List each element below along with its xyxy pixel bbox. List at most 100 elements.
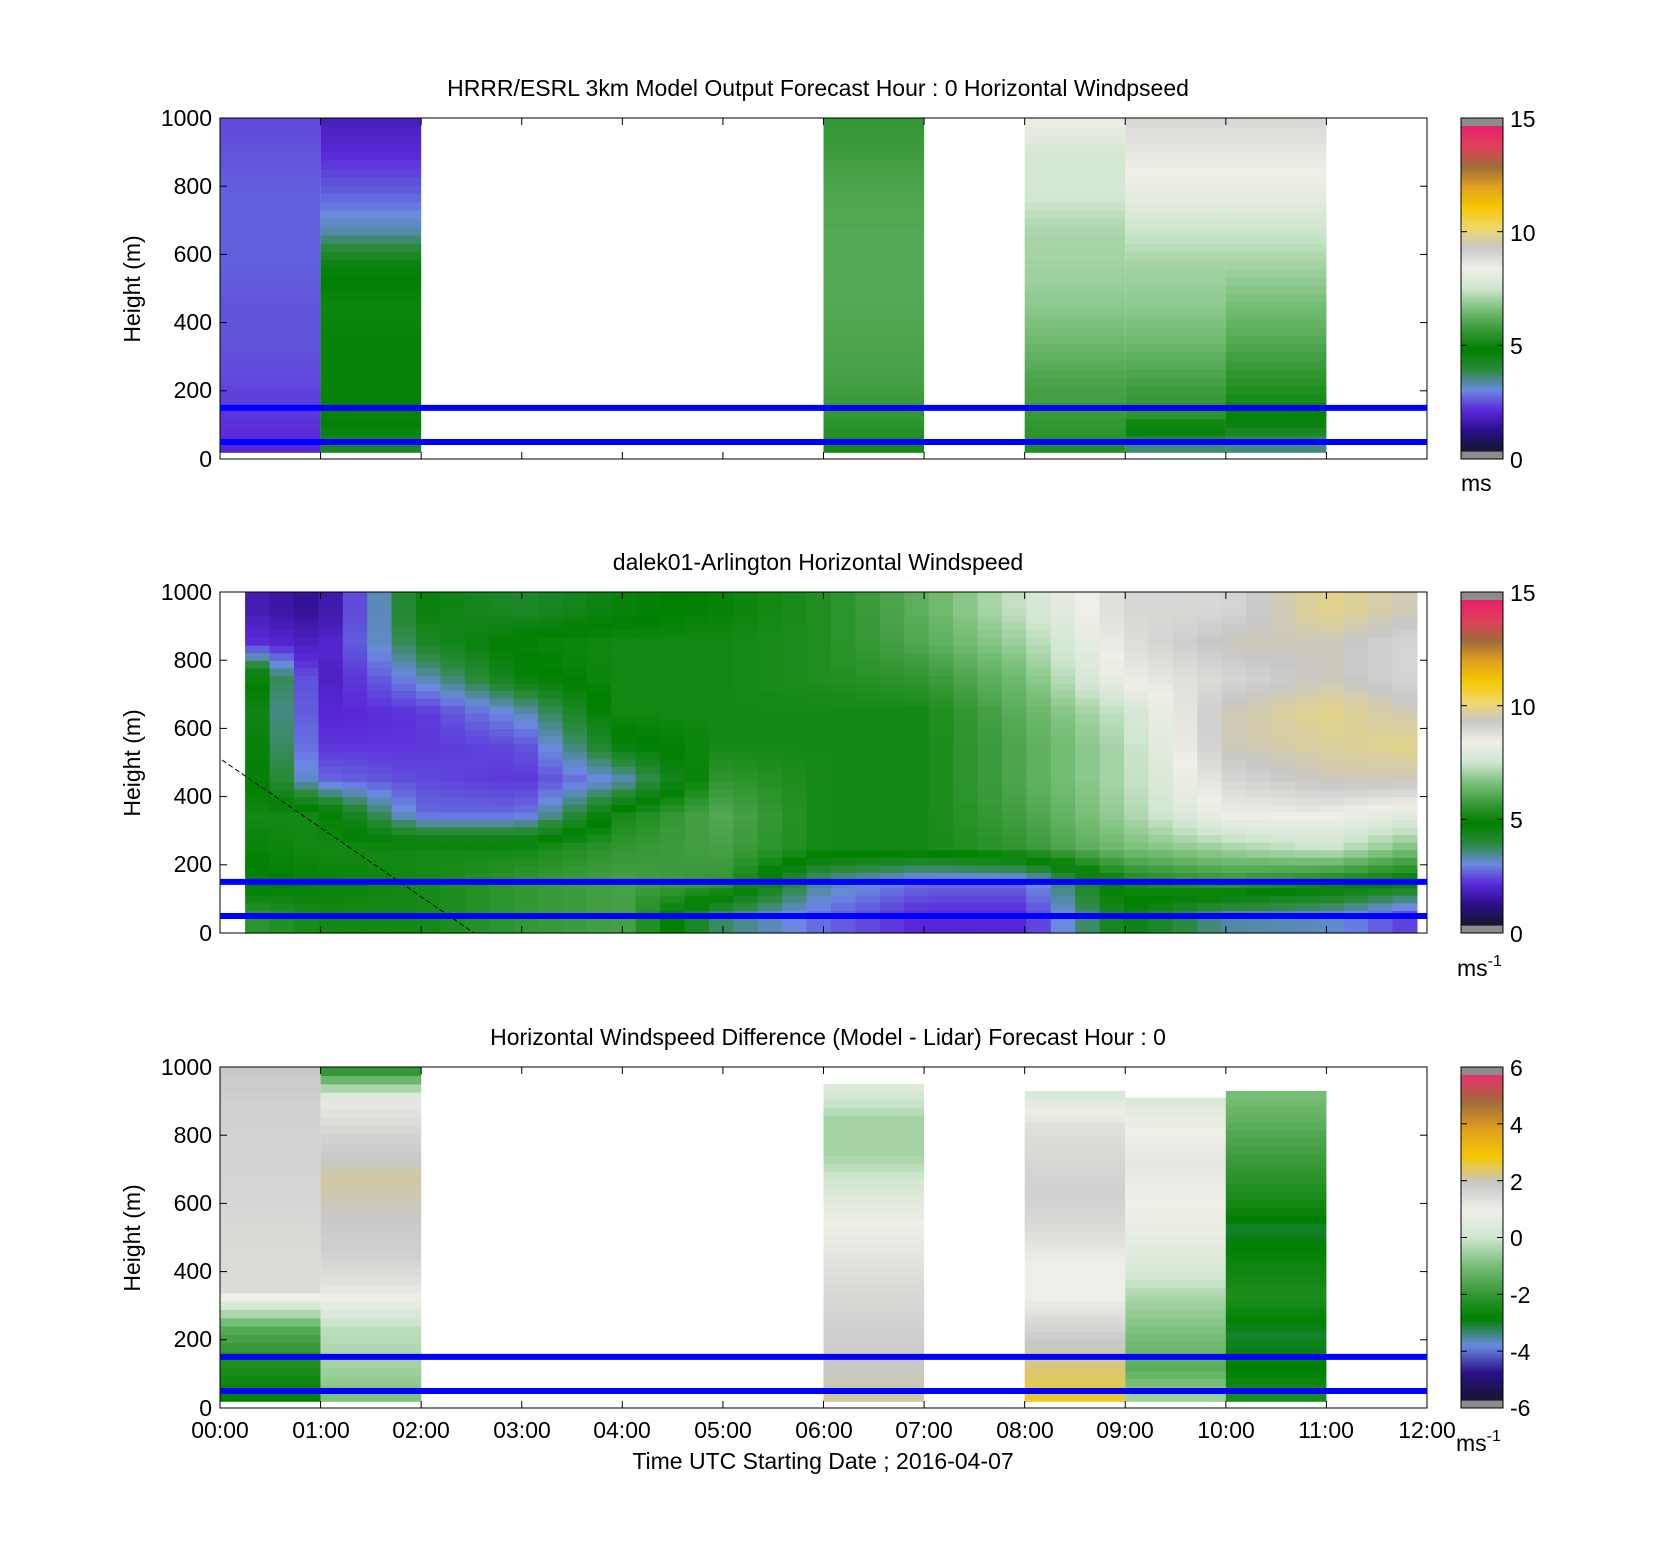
heatmap-cell <box>489 660 515 669</box>
heatmap-cell <box>320 1133 422 1143</box>
heatmap-cell <box>562 720 588 729</box>
heatmap-cell <box>953 902 979 911</box>
heatmap-cell <box>269 872 295 881</box>
colorbar-band <box>1461 1215 1503 1220</box>
heatmap-cell <box>660 789 686 798</box>
heatmap-cell <box>855 766 881 775</box>
heatmap-cell <box>1225 126 1327 136</box>
heatmap-cell <box>611 637 637 646</box>
heatmap-cell <box>684 842 710 851</box>
colorbar-band <box>1461 369 1503 374</box>
heatmap-cell <box>1343 629 1369 639</box>
heatmap-cell <box>367 682 393 692</box>
heatmap-cell <box>416 720 441 729</box>
heatmap-cell <box>1026 736 1052 745</box>
heatmap-cell <box>1024 385 1126 395</box>
heatmap-cell <box>782 652 808 661</box>
heatmap-cell <box>562 667 588 676</box>
colorbar-band <box>1461 329 1503 333</box>
heatmap-cell <box>831 667 856 676</box>
colorbar-band <box>1461 147 1503 151</box>
heatmap-cell <box>1197 773 1223 783</box>
heatmap-cell <box>318 698 344 707</box>
heatmap-cell <box>416 614 441 623</box>
heatmap-cell <box>513 743 539 752</box>
heatmap-cell <box>440 614 466 623</box>
heatmap-cell <box>220 218 321 228</box>
heatmap-cell <box>684 629 710 639</box>
heatmap-cell <box>245 614 271 623</box>
heatmap-cell <box>1172 705 1198 714</box>
heatmap-cell <box>318 751 344 760</box>
heatmap-cell <box>1099 895 1125 904</box>
heatmap-cell <box>416 705 441 714</box>
colorbar-band <box>1461 226 1503 230</box>
heatmap-cell <box>635 826 661 836</box>
heatmap-cell <box>1099 789 1125 798</box>
heatmap-cell <box>928 819 954 828</box>
heatmap-cell <box>1075 637 1101 646</box>
heatmap-cell <box>391 887 417 896</box>
heatmap-cell <box>1221 720 1247 729</box>
heatmap-cell <box>489 698 515 707</box>
heatmap-cell <box>1172 925 1198 934</box>
heatmap-cell <box>320 393 422 403</box>
heatmap-cell <box>782 766 808 775</box>
heatmap-cell <box>782 864 808 873</box>
heatmap-cell <box>855 682 881 692</box>
heatmap-cell <box>1368 766 1394 775</box>
panel-difference-x-axis-label: Time UTC Starting Date ; 2016-04-07 <box>632 1448 1013 1474</box>
heatmap-cell <box>1148 849 1174 858</box>
heatmap-cell <box>1125 1143 1226 1152</box>
heatmap-cell <box>489 675 515 684</box>
heatmap-cell <box>928 728 954 737</box>
colorbar-band <box>1461 188 1503 192</box>
heatmap-cell <box>1368 652 1394 661</box>
heatmap-cell <box>1050 675 1076 684</box>
heatmap-cell <box>806 902 832 911</box>
heatmap-cell <box>1024 1184 1126 1193</box>
heatmap-cell <box>782 667 808 676</box>
heatmap-cell <box>220 1158 321 1168</box>
heatmap-cell <box>1392 728 1418 737</box>
heatmap-cell <box>1225 377 1327 386</box>
colorbar-band <box>1461 199 1503 203</box>
heatmap-cell <box>320 326 422 336</box>
heatmap-cell <box>1172 622 1198 631</box>
heatmap-cell <box>904 690 930 699</box>
heatmap-cell <box>367 675 393 684</box>
heatmap-cell <box>1294 736 1320 745</box>
heatmap-cell <box>1270 660 1296 669</box>
heatmap-cell <box>220 1284 321 1294</box>
heatmap-cell <box>1197 599 1223 608</box>
heatmap-cell <box>1246 736 1272 745</box>
colorbar-band <box>1461 851 1503 856</box>
heatmap-cell <box>709 675 734 684</box>
heatmap-cell <box>1225 285 1327 295</box>
heatmap-cell <box>1319 599 1345 608</box>
heatmap-cell <box>1294 652 1320 661</box>
heatmap-cell <box>782 607 808 616</box>
heatmap-cell <box>294 826 319 836</box>
heatmap-cell <box>823 251 925 261</box>
heatmap-cell <box>904 713 930 722</box>
heatmap-cell <box>318 834 344 843</box>
heatmap-cell <box>320 335 422 345</box>
heatmap-cell <box>635 773 661 783</box>
heatmap-cell <box>904 917 930 926</box>
heatmap-cell <box>660 766 686 775</box>
heatmap-cell <box>1001 751 1027 760</box>
heatmap-cell <box>709 720 734 729</box>
heatmap-cell <box>513 819 539 828</box>
heatmap-cell <box>879 826 905 836</box>
heatmap-cell <box>1075 819 1101 828</box>
heatmap-cell <box>757 743 783 752</box>
heatmap-cell <box>320 1376 422 1386</box>
heatmap-cell <box>709 713 734 722</box>
colorbar-band <box>1461 134 1503 138</box>
heatmap-cell <box>367 925 393 934</box>
heatmap-cell <box>806 789 832 798</box>
heatmap-cell <box>1368 607 1394 616</box>
heatmap-cell <box>1026 849 1052 858</box>
heatmap-cell <box>1124 660 1149 669</box>
